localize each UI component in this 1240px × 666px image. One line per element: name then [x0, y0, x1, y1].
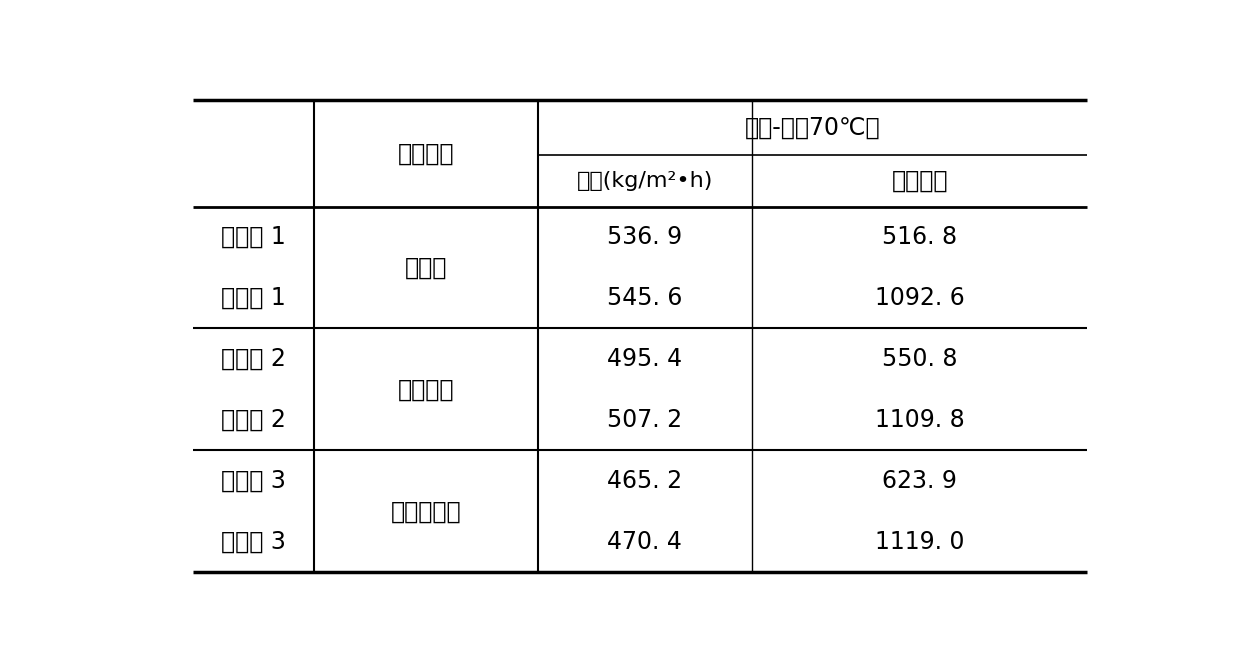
Text: 聚丙烯腻膜: 聚丙烯腻膜: [391, 500, 461, 523]
Text: 通量(kg/m²•h): 通量(kg/m²•h): [577, 170, 713, 190]
Text: 聚醚砒膜: 聚醚砒膜: [398, 378, 454, 402]
Text: 分离因子: 分离因子: [892, 168, 947, 192]
Text: 实施例 3: 实施例 3: [221, 529, 286, 553]
Text: 495. 4: 495. 4: [608, 347, 682, 371]
Text: 超滤底膜: 超滤底膜: [398, 141, 454, 166]
Text: 536. 9: 536. 9: [608, 225, 682, 249]
Text: 聚砒膜: 聚砒膜: [404, 256, 446, 280]
Text: 1092. 6: 1092. 6: [874, 286, 965, 310]
Text: 507. 2: 507. 2: [608, 408, 682, 432]
Text: 对比例 1: 对比例 1: [222, 225, 286, 249]
Text: 对比例 2: 对比例 2: [221, 347, 286, 371]
Text: 623. 9: 623. 9: [882, 469, 957, 493]
Text: 1119. 0: 1119. 0: [875, 529, 965, 553]
Text: 实施例 3: 实施例 3: [221, 469, 286, 493]
Text: 实施例 1: 实施例 1: [222, 286, 286, 310]
Text: 545. 6: 545. 6: [608, 286, 682, 310]
Text: 465. 2: 465. 2: [608, 469, 682, 493]
Text: 1109. 8: 1109. 8: [874, 408, 965, 432]
Text: 470. 4: 470. 4: [608, 529, 682, 553]
Text: 550. 8: 550. 8: [882, 347, 957, 371]
Text: 516. 8: 516. 8: [882, 225, 957, 249]
Text: 乙醇-水（70℃）: 乙醇-水（70℃）: [744, 116, 880, 140]
Text: 实施例 2: 实施例 2: [221, 408, 286, 432]
